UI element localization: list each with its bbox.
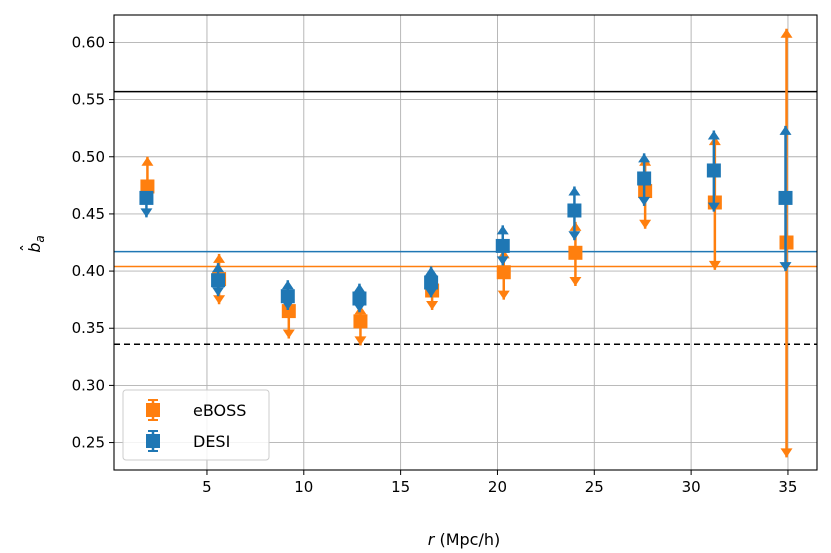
error-arrowhead <box>496 256 509 266</box>
legend-label-desi: DESI <box>193 432 230 451</box>
data-point-desi <box>352 291 367 306</box>
data-point-desi <box>424 275 439 290</box>
error-arrowhead <box>140 208 153 218</box>
error-arrowhead <box>779 262 792 272</box>
data-point-desi <box>139 190 154 205</box>
error-arrowhead <box>780 448 793 458</box>
error-arrowhead <box>282 329 295 339</box>
series-desi <box>139 125 793 313</box>
x-axis-label-var: r <box>428 530 436 549</box>
error-arrowhead <box>569 276 582 286</box>
x-axis-label-unit: (Mpc/h) <box>434 530 500 549</box>
x-tick-label: 30 <box>682 478 701 496</box>
data-point-desi <box>778 190 793 205</box>
legend-label-eboss: eBOSS <box>193 401 246 420</box>
error-arrowhead <box>212 263 225 273</box>
y-tick-label: 0.25 <box>72 434 105 452</box>
data-point-eboss <box>568 245 583 260</box>
x-tick-label: 5 <box>202 478 212 496</box>
error-arrowhead <box>708 260 721 270</box>
data-point-desi <box>211 273 226 288</box>
error-arrowhead <box>707 130 720 140</box>
error-arrowhead <box>213 253 226 263</box>
y-tick-label: 0.45 <box>72 205 105 223</box>
data-point-eboss <box>353 314 368 329</box>
x-tick-label: 10 <box>294 478 313 496</box>
data-point-desi <box>706 163 721 178</box>
x-axis-label: r (Mpc/h) <box>428 530 500 549</box>
error-arrowhead <box>568 186 581 196</box>
error-arrowhead <box>707 202 720 212</box>
error-arrowhead <box>638 153 651 163</box>
error-arrowhead <box>638 196 651 206</box>
y-tick-label: 0.50 <box>72 148 105 166</box>
x-tick-label: 25 <box>585 478 604 496</box>
legend-square <box>146 403 160 417</box>
error-arrowhead <box>497 290 510 300</box>
error-arrowhead <box>496 225 509 235</box>
reference-lines <box>114 90 817 345</box>
x-tick-label: 35 <box>778 478 797 496</box>
legend-marker-desi <box>146 430 160 452</box>
error-arrowhead <box>425 288 438 298</box>
legend-square <box>146 434 160 448</box>
y-tick-label: 0.55 <box>72 91 105 109</box>
error-arrowhead <box>212 287 225 297</box>
y-axis-label-sub: a <box>33 235 47 242</box>
data-point-eboss <box>281 304 296 319</box>
y-axis-label: ba ˆ <box>18 235 47 253</box>
x-tick-label: 15 <box>391 478 410 496</box>
error-arrowhead <box>141 156 154 166</box>
error-arrowhead <box>213 295 226 305</box>
x-tick-label: 20 <box>488 478 507 496</box>
data-point-eboss <box>496 265 511 280</box>
y-tick-label: 0.30 <box>72 376 105 394</box>
data-series <box>139 28 794 458</box>
error-arrowhead <box>779 125 792 135</box>
error-arrowhead <box>426 300 439 310</box>
legend-entries <box>146 399 160 452</box>
data-point-desi <box>280 289 295 304</box>
y-tick-label: 0.40 <box>72 262 105 280</box>
y-tick-label: 0.60 <box>72 33 105 51</box>
svg-text:ba: ba <box>25 235 47 253</box>
legend-marker-eboss <box>146 399 160 421</box>
error-arrowhead <box>780 28 793 38</box>
y-axis-label-hat: ˆ <box>18 244 37 252</box>
error-arrowhead <box>639 219 652 229</box>
data-point-desi <box>495 238 510 253</box>
plot-frame <box>113 14 818 471</box>
data-point-desi <box>637 171 652 186</box>
error-arrowhead <box>354 336 367 346</box>
y-tick-label: 0.35 <box>72 319 105 337</box>
legend: eBOSS DESI <box>122 389 270 461</box>
error-arrowhead <box>353 283 366 293</box>
error-arrowhead <box>425 266 438 276</box>
axis-ticks: 5 10 15 20 25 30 35 0.25 0.30 0.35 0.40 0.45 0.50 0.5… <box>72 33 798 496</box>
y-axis-label-base: b <box>25 243 44 253</box>
data-point-desi <box>567 203 582 218</box>
data-point-eboss <box>140 179 155 194</box>
error-arrowhead <box>281 280 294 290</box>
error-arrowhead <box>568 231 581 241</box>
